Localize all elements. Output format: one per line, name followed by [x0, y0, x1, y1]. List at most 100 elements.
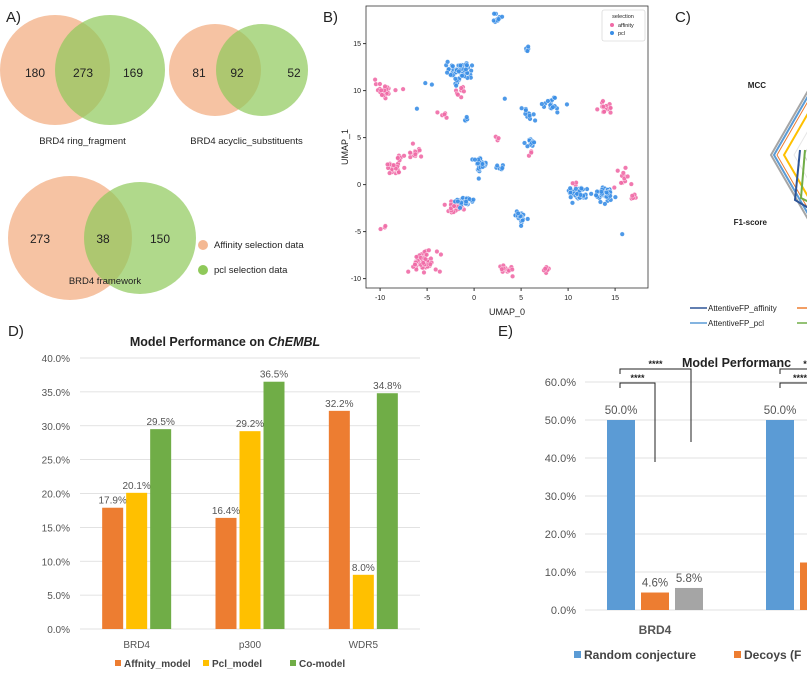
radar-inner-series: [793, 149, 807, 209]
data-label: 4.6%: [642, 578, 668, 590]
x-tick-label: 10: [564, 295, 572, 302]
scatter-point-affinity: [611, 185, 617, 191]
scatter-point-pcl: [463, 66, 469, 72]
scatter-point-pcl: [463, 199, 469, 205]
scatter-point-pcl: [531, 139, 537, 145]
scatter-point-pcl: [578, 192, 584, 198]
legend-swatch: [574, 651, 581, 658]
significance-bracket: [779, 368, 807, 374]
y-tick-label: 30.0%: [545, 491, 576, 503]
scatter-point-affinity: [458, 85, 464, 91]
scatter-point-affinity: [413, 254, 419, 260]
chart-title: Model Performanc: [682, 356, 791, 370]
venn-caption: BRD4 acyclic_substituents: [190, 136, 303, 147]
data-label: 29.2%: [236, 419, 264, 430]
data-label: 20.1%: [122, 481, 150, 492]
scatter-point-affinity: [387, 170, 393, 176]
scatter-point-pcl: [524, 48, 530, 54]
x-tick-label: -5: [424, 295, 430, 302]
scatter-point-pcl: [593, 192, 599, 198]
scatter-point-affinity: [628, 181, 634, 187]
scatter-point-pcl: [519, 105, 525, 111]
scatter-point-affinity: [401, 153, 407, 159]
legend-marker: [610, 23, 614, 27]
scatter-point-pcl: [414, 106, 420, 112]
scatter-point-affinity: [510, 273, 516, 279]
scatter-point-affinity: [528, 150, 534, 156]
x-tick-label: BRD4: [639, 623, 672, 637]
legend-label: affinity: [618, 23, 634, 29]
scatter-point-pcl: [444, 70, 450, 76]
scatter-point-affinity: [451, 203, 457, 209]
scatter-point-pcl: [491, 11, 497, 17]
legend-label: pcl selection data: [214, 265, 288, 276]
significance-stars: ****: [630, 373, 645, 383]
bar-pcl_model: [126, 492, 148, 629]
x-tick-label: 15: [611, 295, 619, 302]
scatter-point-pcl: [476, 176, 482, 182]
scatter-point-pcl: [515, 210, 521, 216]
scatter-point-affinity: [608, 105, 614, 111]
data-label: 16.4%: [212, 506, 240, 517]
y-tick-label: 5: [357, 135, 361, 142]
scatter-point-affinity: [455, 92, 461, 98]
y-tick-label: 20.0%: [42, 490, 70, 501]
legend-swatch: [203, 660, 209, 666]
bar-series-1: [641, 592, 669, 610]
scatter-point-affinity: [378, 226, 384, 232]
y-tick-label: -10: [351, 276, 361, 283]
scatter-point-pcl: [464, 62, 470, 68]
legend-swatch: [734, 651, 741, 658]
significance-stars: *: [803, 359, 807, 369]
y-tick-label: 60.0%: [545, 377, 576, 389]
legend-label: AttentiveFP_affinity: [708, 304, 777, 313]
scatter-point-affinity: [615, 168, 621, 174]
significance-bracket: [779, 382, 807, 388]
scatter-point-pcl: [569, 200, 575, 206]
bar-pcl_model: [239, 431, 261, 629]
y-tick-label: 35.0%: [42, 388, 70, 399]
scatter-point-affinity: [379, 92, 385, 98]
plot-frame: [365, 5, 649, 289]
scatter-point-affinity: [442, 202, 448, 208]
legend-label: Co-model: [299, 659, 345, 670]
scatter-point-pcl: [496, 16, 502, 22]
y-tick-label: 15.0%: [42, 523, 70, 534]
scatter-point-affinity: [407, 150, 413, 156]
bar-series-0: [766, 420, 794, 610]
scatter-point-affinity: [400, 86, 406, 92]
scatter-point-pcl: [448, 72, 454, 78]
panel-label-a: A): [6, 9, 21, 26]
scatter-point-affinity: [426, 247, 432, 253]
bar-co-model: [150, 429, 172, 629]
data-label: 50.0%: [764, 405, 797, 417]
x-tick-label: p300: [239, 640, 262, 651]
scatter-point-pcl: [567, 189, 573, 195]
scatter-point-affinity: [420, 260, 426, 266]
scatter-point-affinity: [623, 165, 629, 171]
scatter-point-pcl: [499, 165, 505, 171]
bar-co-model: [376, 393, 398, 629]
y-axis-label: UMAP_1: [340, 129, 350, 165]
x-tick-label: -10: [375, 295, 385, 302]
venn-count-right-only: 169: [123, 66, 143, 80]
y-tick-label: 0.0%: [551, 605, 576, 617]
legend-title: selection: [612, 14, 634, 20]
scatter-point-pcl: [525, 44, 531, 50]
bar-series-2: [675, 587, 703, 610]
significance-stars: ****: [648, 359, 663, 369]
venn-diagram: 81 92 52 BRD4 acyclic_substituents: [169, 24, 308, 147]
scatter-point-affinity: [410, 141, 416, 147]
scatter-point-pcl: [524, 143, 530, 149]
scatter-point-affinity: [413, 267, 419, 273]
scatter-point-pcl: [532, 118, 538, 124]
venn-caption: BRD4 ring_fragment: [39, 136, 126, 147]
x-tick-label: WDR5: [349, 640, 379, 651]
scatter-point-pcl: [604, 189, 610, 195]
scatter-point-affinity: [437, 269, 443, 275]
scatter-point-affinity: [378, 87, 384, 93]
radar-series-outline: [793, 131, 807, 179]
scatter-point-affinity: [433, 267, 439, 273]
scatter-point-pcl: [612, 194, 618, 200]
scatter-point-pcl: [568, 194, 574, 200]
